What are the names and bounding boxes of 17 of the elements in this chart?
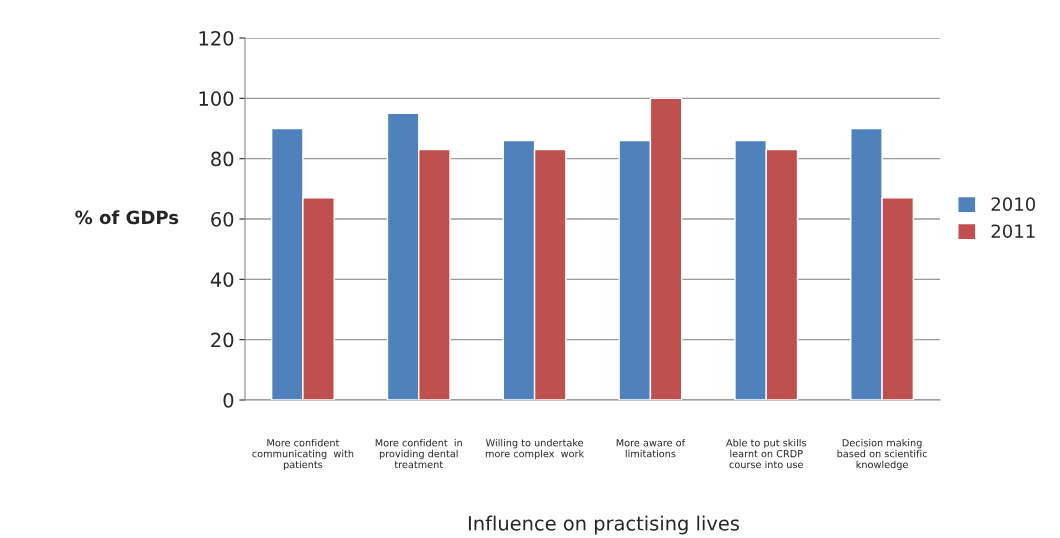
x-tick-label: Decision making based on scientific knowledge — [837, 438, 927, 471]
y-tick-label: 40 — [210, 272, 234, 287]
y-tick-label: 20 — [211, 332, 234, 348]
legend-label: 2011 — [991, 224, 1035, 239]
x-tick-label: Able to put skills learnt on CRDP course into use — [726, 438, 807, 469]
y-axis-title: % of GDPs — [75, 210, 179, 225]
y-tick-label: 120 — [199, 30, 234, 46]
x-tick-label: More confident communicating with patients — [252, 438, 354, 471]
y-tick-label: 80 — [211, 151, 234, 167]
y-tick-label: 100 — [199, 91, 234, 106]
y-tick-label: 60 — [211, 211, 234, 227]
x-tick-label: More confident in providing dental treatment — [375, 438, 462, 469]
y-tick-label: 0 — [223, 392, 234, 408]
legend-label: 2010 — [991, 197, 1036, 211]
x-tick-label: Willing to undertake more complex work — [485, 438, 585, 460]
x-tick-label: More aware of limitations — [616, 438, 686, 458]
x-axis-title: Influence on practising lives — [468, 515, 739, 535]
